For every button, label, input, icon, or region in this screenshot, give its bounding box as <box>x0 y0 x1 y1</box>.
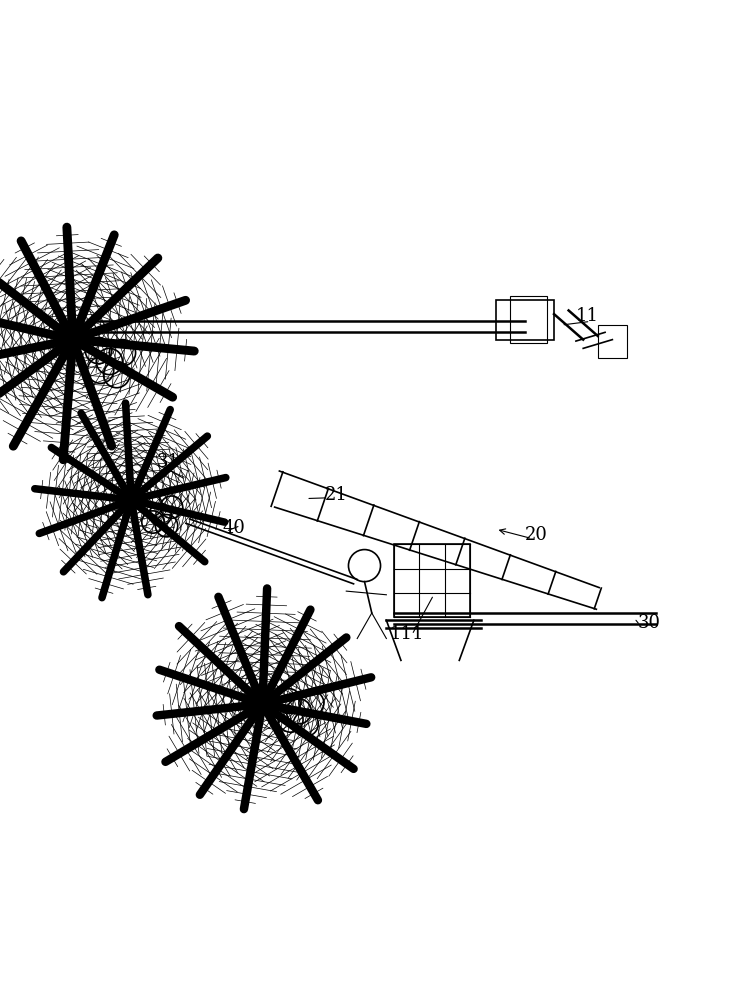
Bar <box>510 296 547 343</box>
Text: 40: 40 <box>222 519 245 537</box>
Text: 111: 111 <box>390 625 424 643</box>
Bar <box>394 544 470 617</box>
Bar <box>496 300 554 340</box>
Text: 21: 21 <box>324 486 347 504</box>
Text: 31: 31 <box>157 453 180 471</box>
Text: 20: 20 <box>525 526 547 544</box>
Text: 11: 11 <box>576 307 599 325</box>
Bar <box>598 325 627 358</box>
Text: 30: 30 <box>638 614 661 632</box>
